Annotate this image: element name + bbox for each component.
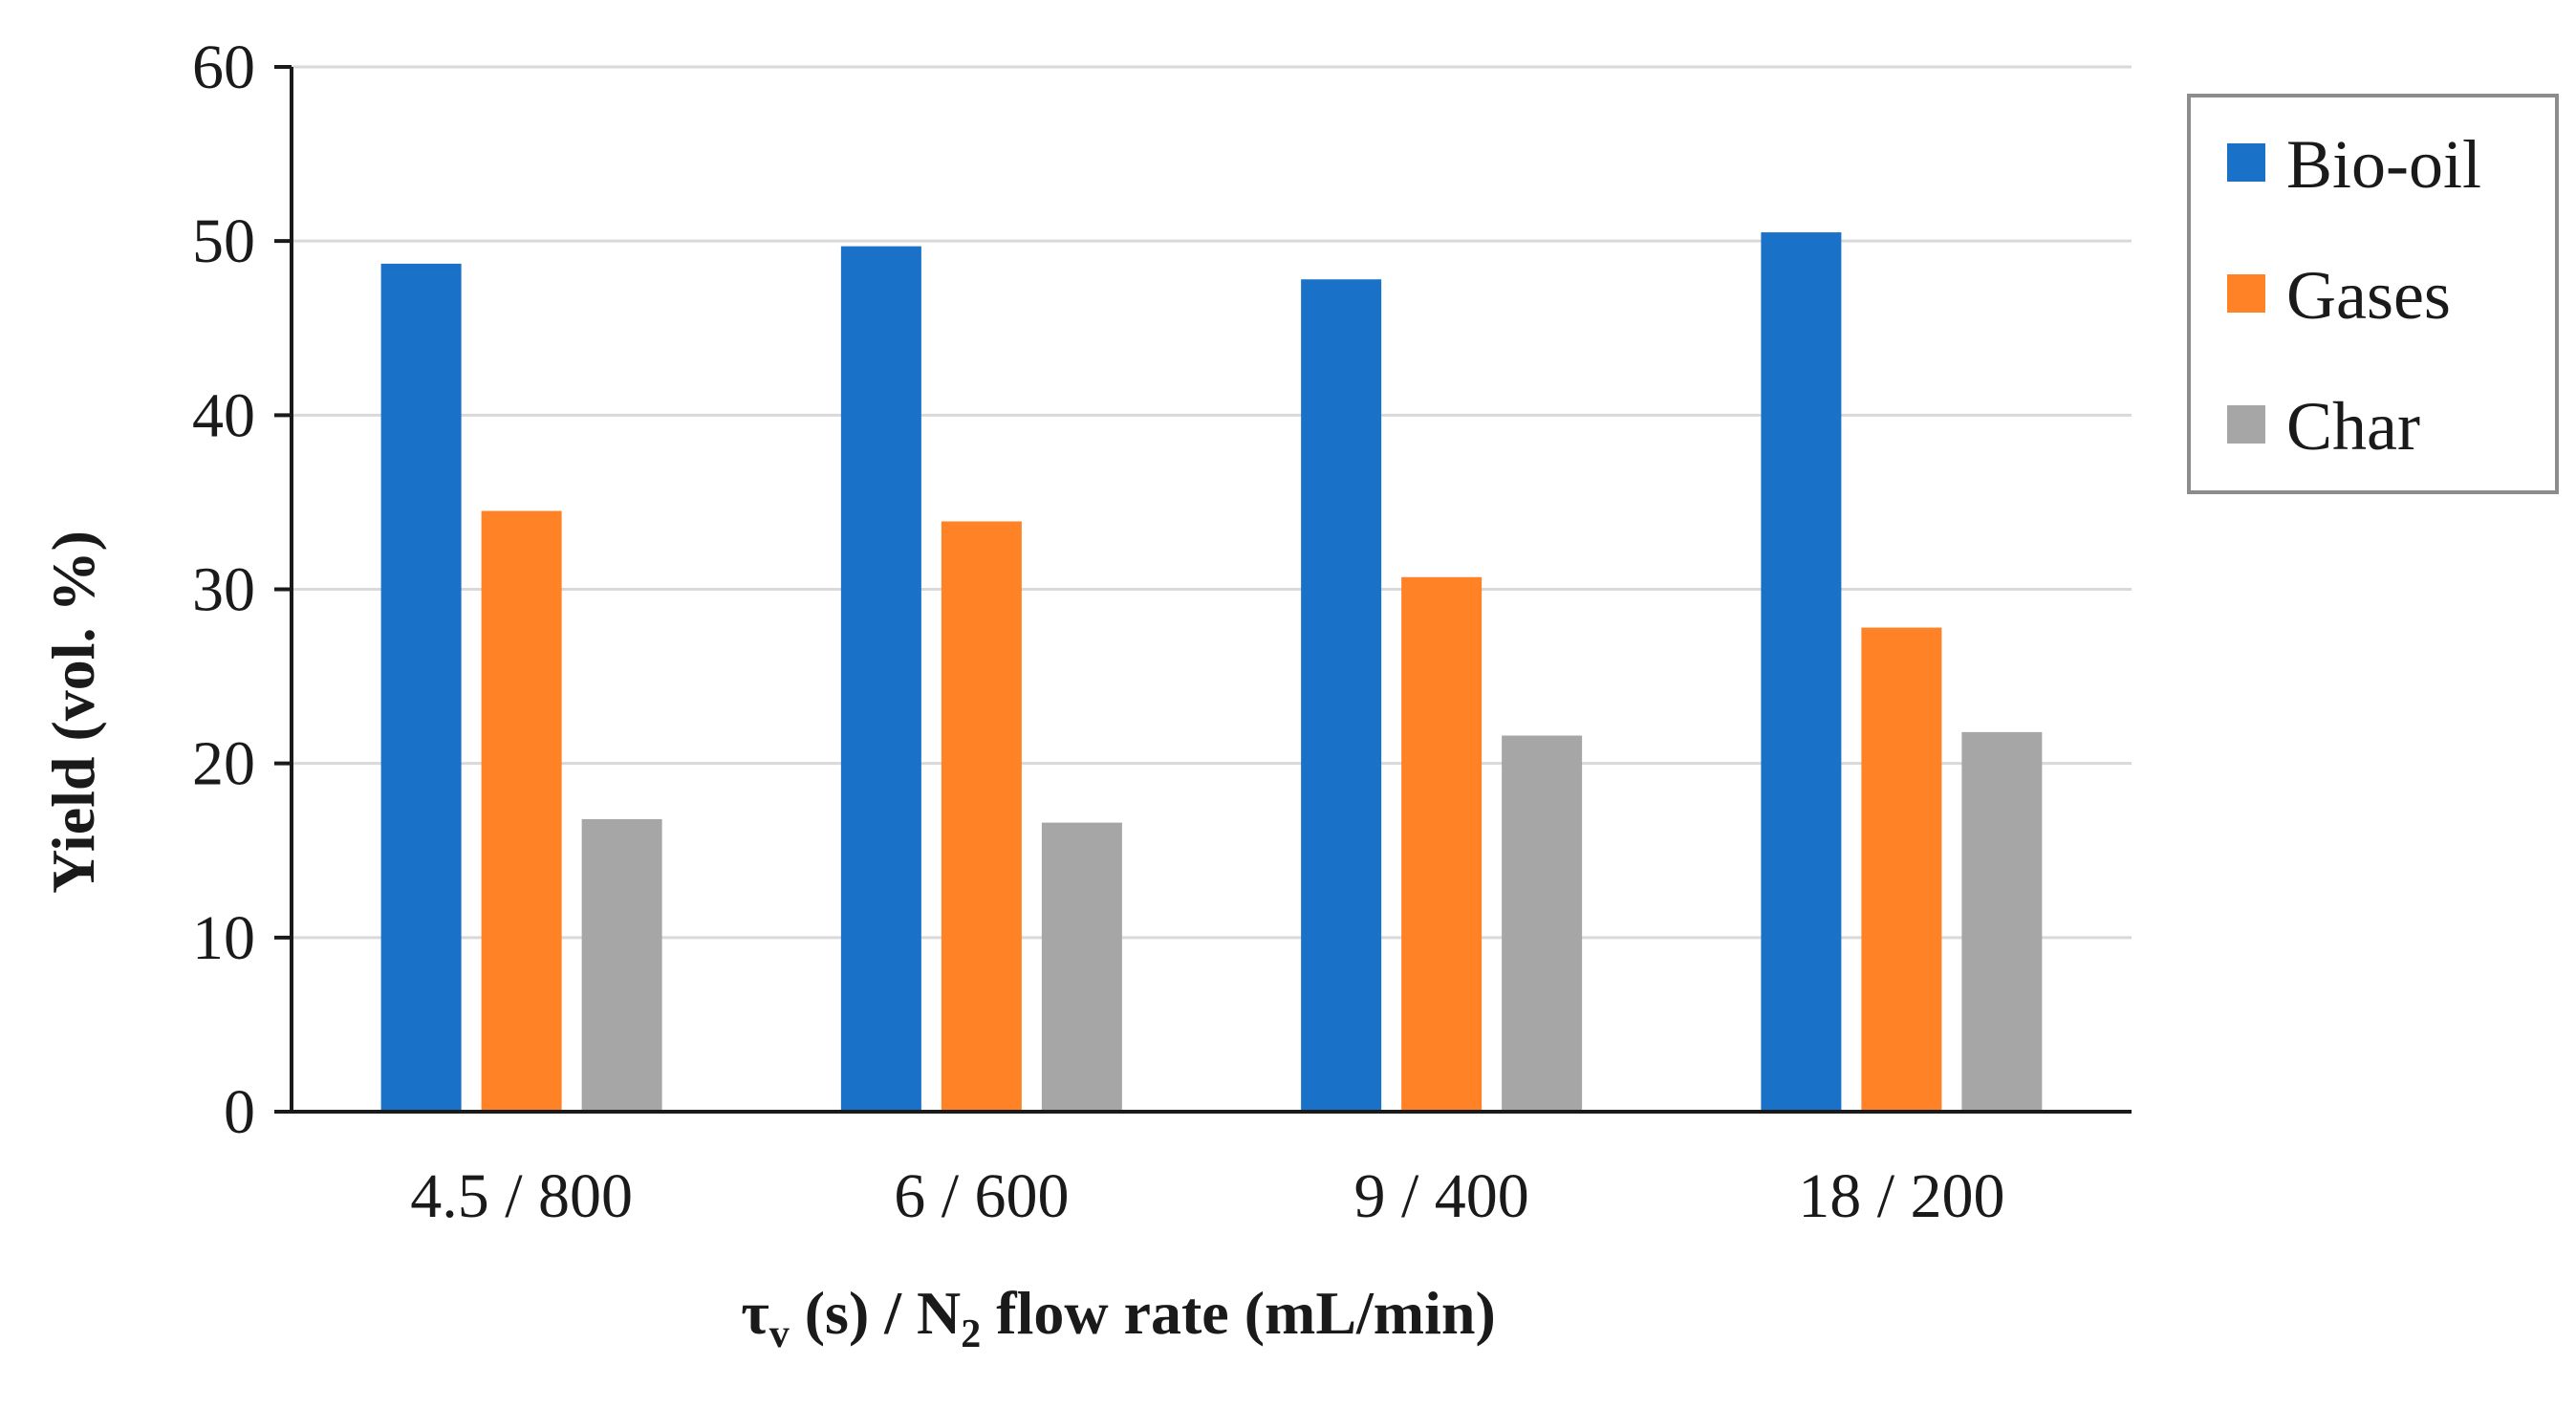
bar-bio-oil-1 xyxy=(380,263,462,1112)
x-tick-label-3: 9 / 400 xyxy=(1353,1161,1528,1231)
bar-bio-oil-3 xyxy=(1301,279,1382,1112)
bar-char-3 xyxy=(1502,735,1583,1112)
bar-gases-4 xyxy=(1861,627,1942,1112)
x-tick-labels: 4.5 / 800 6 / 600 9 / 400 18 / 200 xyxy=(410,1161,2004,1231)
bar-char-1 xyxy=(581,818,662,1112)
y-tick-label-0: 0 xyxy=(224,1077,255,1147)
bars xyxy=(380,232,2043,1112)
x-tick-label-4: 18 / 200 xyxy=(1798,1161,2004,1231)
bar-gases-1 xyxy=(481,510,562,1112)
y-axis-title: Yield (vol. %) xyxy=(39,531,107,894)
x-tick-label-1: 4.5 / 800 xyxy=(410,1161,633,1231)
legend-swatch-gases xyxy=(2227,274,2265,313)
x-axis-title-part2: flow rate (mL/min) xyxy=(981,1279,1496,1347)
legend-label-char: Char xyxy=(2286,388,2420,465)
x-axis-title-tau: τ xyxy=(741,1279,769,1347)
legend: Bio-oil Gases Char xyxy=(2187,94,2559,494)
x-axis-title-tau-subscript: v xyxy=(769,1312,790,1356)
bar-bio-oil-4 xyxy=(1761,232,1842,1112)
y-tick-label-50: 50 xyxy=(192,206,255,276)
x-axis-title-part1: (s) / N xyxy=(790,1279,962,1347)
y-tick-label-30: 30 xyxy=(192,555,255,625)
legend-label-gases: Gases xyxy=(2286,257,2451,334)
x-tick-label-2: 6 / 600 xyxy=(894,1161,1069,1231)
legend-swatch-bio-oil xyxy=(2227,143,2265,182)
y-tick-label-10: 10 xyxy=(192,903,255,973)
y-tick-label-40: 40 xyxy=(192,380,255,450)
legend-swatch-char xyxy=(2227,405,2265,444)
y-tick-labels: 0 10 20 30 40 50 60 xyxy=(192,32,255,1147)
axes xyxy=(274,65,2132,1114)
bar-char-4 xyxy=(1961,731,2043,1112)
bar-bio-oil-2 xyxy=(840,246,921,1112)
grid-lines xyxy=(292,65,2132,940)
bar-gases-3 xyxy=(1401,576,1483,1112)
legend-label-bio-oil: Bio-oil xyxy=(2286,126,2481,203)
bar-gases-2 xyxy=(941,521,1022,1112)
x-axis-title: τv (s) / N2 flow rate (mL/min) xyxy=(741,1279,1496,1356)
y-tick-label-60: 60 xyxy=(192,32,255,102)
x-axis-title-n2-subscript: 2 xyxy=(961,1312,981,1356)
bar-char-2 xyxy=(1041,822,1122,1112)
y-tick-label-20: 20 xyxy=(192,729,255,799)
